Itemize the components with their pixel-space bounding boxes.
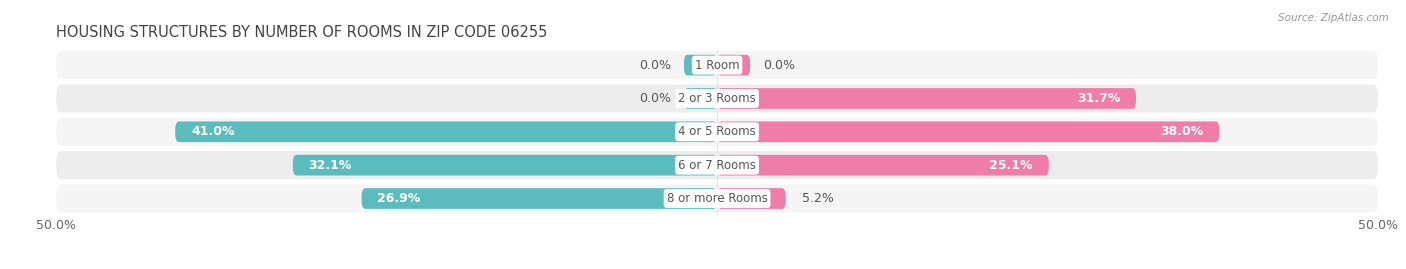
Text: 25.1%: 25.1%	[990, 159, 1033, 172]
Text: 32.1%: 32.1%	[309, 159, 352, 172]
Text: 41.0%: 41.0%	[191, 125, 235, 138]
Text: 0.0%: 0.0%	[763, 59, 796, 72]
FancyBboxPatch shape	[176, 122, 717, 142]
Text: 6 or 7 Rooms: 6 or 7 Rooms	[678, 159, 756, 172]
FancyBboxPatch shape	[717, 155, 1049, 175]
FancyBboxPatch shape	[292, 155, 717, 175]
FancyBboxPatch shape	[717, 55, 751, 75]
Text: Source: ZipAtlas.com: Source: ZipAtlas.com	[1278, 13, 1389, 23]
Text: 26.9%: 26.9%	[377, 192, 420, 205]
Text: 4 or 5 Rooms: 4 or 5 Rooms	[678, 125, 756, 138]
Text: 31.7%: 31.7%	[1077, 92, 1121, 105]
FancyBboxPatch shape	[361, 188, 717, 209]
FancyBboxPatch shape	[685, 55, 717, 75]
Text: 0.0%: 0.0%	[638, 92, 671, 105]
FancyBboxPatch shape	[717, 122, 1219, 142]
FancyBboxPatch shape	[56, 118, 1378, 146]
Text: 5.2%: 5.2%	[801, 192, 834, 205]
FancyBboxPatch shape	[56, 84, 1378, 112]
FancyBboxPatch shape	[56, 51, 1378, 79]
Text: 2 or 3 Rooms: 2 or 3 Rooms	[678, 92, 756, 105]
FancyBboxPatch shape	[717, 188, 786, 209]
Text: HOUSING STRUCTURES BY NUMBER OF ROOMS IN ZIP CODE 06255: HOUSING STRUCTURES BY NUMBER OF ROOMS IN…	[56, 25, 547, 40]
Text: 1 Room: 1 Room	[695, 59, 740, 72]
FancyBboxPatch shape	[717, 88, 1136, 109]
FancyBboxPatch shape	[685, 88, 717, 109]
Text: 0.0%: 0.0%	[638, 59, 671, 72]
Text: 38.0%: 38.0%	[1160, 125, 1204, 138]
Text: 8 or more Rooms: 8 or more Rooms	[666, 192, 768, 205]
FancyBboxPatch shape	[56, 185, 1378, 213]
FancyBboxPatch shape	[56, 151, 1378, 179]
